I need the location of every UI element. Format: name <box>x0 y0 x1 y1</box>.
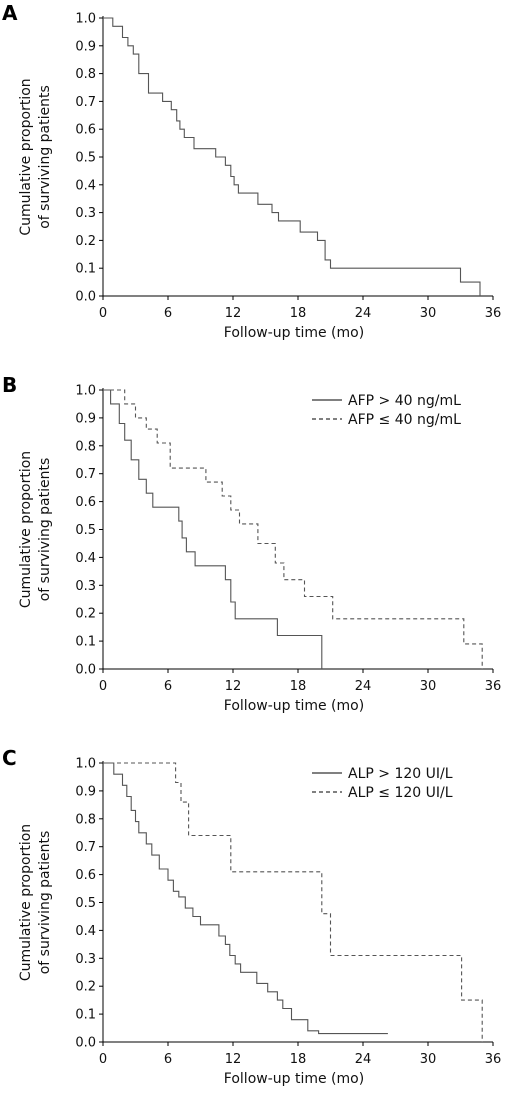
x-tick-label: 24 <box>355 1052 372 1067</box>
survival-curve-1 <box>103 389 323 669</box>
x-tick-label: 24 <box>355 679 372 694</box>
y-axis-label: Cumulative proportion <box>18 451 34 608</box>
y-tick-label: 0.0 <box>75 290 96 305</box>
y-tick-label: 0.7 <box>75 467 96 482</box>
x-tick-label: 0 <box>99 306 107 321</box>
survival-curve-2 <box>103 389 483 669</box>
y-tick-label: 0.5 <box>75 151 96 166</box>
panel-letter: B <box>2 373 17 397</box>
y-tick-label: 0.3 <box>75 206 96 221</box>
y-tick-label: 0.9 <box>75 39 96 54</box>
chart-panel-c: C 0.0 0.1 0.2 0.3 0.4 0.5 0.6 0.7 0.8 0.9 1.0 0 6 12 18… <box>2 746 501 1087</box>
x-tick-label: 18 <box>290 306 307 321</box>
y-tick-label: 0.1 <box>75 635 96 650</box>
x-tick-label: 36 <box>485 1052 502 1067</box>
panel-letter: C <box>2 746 17 770</box>
y-axis-label: Cumulative proportion <box>18 78 34 235</box>
panel-letter: A <box>2 1 18 25</box>
x-tick-label: 18 <box>290 679 307 694</box>
legend-entry: AFP ≤ 40 ng/mL <box>348 412 461 428</box>
x-tick-label: 12 <box>225 1052 242 1067</box>
y-tick-label: 0.2 <box>75 234 96 249</box>
legend-entry: ALP ≤ 120 UI/L <box>348 785 453 801</box>
y-tick-label: 0.6 <box>75 495 96 510</box>
y-tick-label: 0.8 <box>75 439 96 454</box>
y-tick-label: 0.8 <box>75 67 96 82</box>
x-axis-label: Follow-up time (mo) <box>224 1071 364 1087</box>
y-tick-label: 0.5 <box>75 896 96 911</box>
x-tick-label: 6 <box>164 1052 172 1067</box>
legend-entry: AFP > 40 ng/mL <box>348 393 461 409</box>
survival-curve-1 <box>103 17 481 296</box>
y-tick-label: 0.5 <box>75 523 96 538</box>
y-tick-label: 0.4 <box>75 178 96 193</box>
y-tick-label: 0.9 <box>75 784 96 799</box>
x-tick-label: 18 <box>290 1052 307 1067</box>
y-tick-label: 0.2 <box>75 607 96 622</box>
x-axis-label: Follow-up time (mo) <box>224 325 364 341</box>
y-tick-label: 0.6 <box>75 123 96 138</box>
x-tick-label: 30 <box>420 679 437 694</box>
x-tick-label: 6 <box>164 306 172 321</box>
y-tick-label: 0.3 <box>75 579 96 594</box>
x-tick-label: 0 <box>99 679 107 694</box>
x-tick-label: 0 <box>99 1052 107 1067</box>
y-tick-label: 0.6 <box>75 868 96 883</box>
survival-curve-2 <box>103 762 483 1042</box>
y-tick-label: 0.3 <box>75 952 96 967</box>
y-axis-label: of surviving patients <box>37 458 53 602</box>
y-tick-label: 0.7 <box>75 95 96 110</box>
y-tick-label: 1.0 <box>75 12 96 27</box>
y-tick-label: 0.9 <box>75 411 96 426</box>
x-axis-label: Follow-up time (mo) <box>224 698 364 714</box>
y-axis-label: of surviving patients <box>37 85 53 229</box>
legend-entry: ALP > 120 UI/L <box>348 766 453 782</box>
y-tick-label: 1.0 <box>75 384 96 399</box>
chart-panel-b: B 0.0 0.1 0.2 0.3 0.4 0.5 0.6 0.7 0.8 0.9 1.0 0 6 12 18… <box>2 373 501 714</box>
x-tick-label: 24 <box>355 306 372 321</box>
x-tick-label: 12 <box>225 306 242 321</box>
x-tick-label: 36 <box>485 679 502 694</box>
x-tick-label: 30 <box>420 1052 437 1067</box>
chart-panel-a: A 0.0 0.1 0.2 0.3 0.4 0.5 0.6 0.7 0.8 0.9 1.0 0 6 12 18… <box>2 1 501 341</box>
survival-curve-1 <box>103 762 388 1035</box>
y-tick-label: 0.4 <box>75 551 96 566</box>
y-tick-label: 0.7 <box>75 840 96 855</box>
x-tick-label: 6 <box>164 679 172 694</box>
y-tick-label: 0.4 <box>75 924 96 939</box>
y-tick-label: 0.1 <box>75 262 96 277</box>
x-tick-label: 30 <box>420 306 437 321</box>
y-tick-label: 0.0 <box>75 663 96 678</box>
y-tick-label: 0.8 <box>75 812 96 827</box>
y-axis-label: of surviving patients <box>37 831 53 975</box>
y-tick-label: 0.1 <box>75 1008 96 1023</box>
y-tick-label: 0.0 <box>75 1036 96 1051</box>
y-tick-label: 0.2 <box>75 980 96 995</box>
y-tick-label: 1.0 <box>75 757 96 772</box>
y-axis-label: Cumulative proportion <box>18 824 34 981</box>
x-tick-label: 36 <box>485 306 502 321</box>
x-tick-label: 12 <box>225 679 242 694</box>
